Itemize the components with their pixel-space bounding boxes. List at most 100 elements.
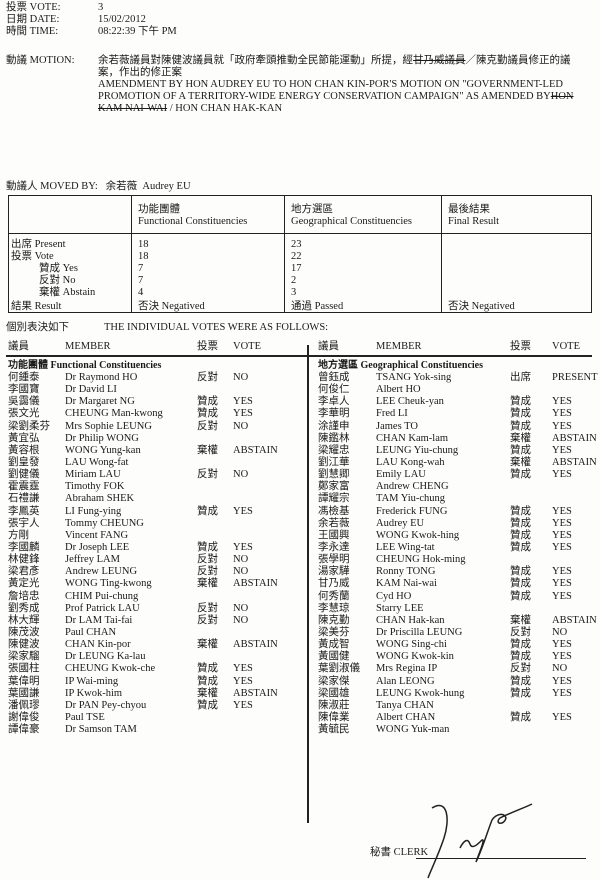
member-name: Dr LEUNG Ka-lau — [65, 651, 146, 663]
member-name: Miriam LAU — [65, 469, 121, 481]
hdr-vote-zh: 投票 — [197, 341, 218, 352]
mover-zh: 余若薇 — [105, 181, 138, 192]
member-row: 梁家騮 Dr LEUNG Ka-lau — [0, 651, 600, 663]
vote-zh: 出席 — [510, 372, 531, 383]
member-zh-name: 劉健儀 — [8, 469, 40, 481]
vote-value: YES — [233, 699, 253, 711]
date-value: 15/02/2012 — [98, 14, 146, 25]
member-name: Mrs Regina IP — [376, 663, 438, 675]
member-row: 王國興 WONG Kwok-hing 贊成 YES — [0, 530, 600, 542]
member-zh-name: 李永達 — [318, 541, 350, 553]
member-name: Dr PAN Pey-chyou — [65, 699, 147, 711]
vote-zh: 反對 — [510, 626, 531, 638]
motion-en-text: PROMOTION OF A TERRITORY-WIDE ENERGY CON… — [98, 91, 551, 102]
motion-zh-struck: 甘乃威議員 — [413, 55, 466, 66]
member-row: 陳偉業 Albert CHAN 贊成 YES — [0, 712, 600, 724]
vote-value: YES — [233, 541, 253, 553]
member-zh-name: 梁耀忠 — [318, 444, 350, 456]
member-zh-name: 陳淑莊 — [318, 699, 350, 711]
hdr-vote-right: VOTE — [552, 341, 580, 352]
member-name: Prof Patrick LAU — [65, 602, 140, 614]
fc-title: 功能團體 Functional Constituencies — [8, 360, 162, 371]
vote-zh: 贊成 — [510, 711, 531, 723]
hdr-member-zh-right: 議員 — [318, 341, 339, 352]
member-zh-name: 潘佩璆 — [8, 699, 40, 711]
member-zh-name: 劉秀成 — [8, 602, 40, 614]
vote-zh: 贊成 — [197, 505, 218, 517]
member-name: Abraham SHEK — [65, 493, 135, 505]
vote-value: YES — [233, 663, 253, 675]
member-row: 劉秀成 Prof Patrick LAU 反對 NO — [0, 603, 600, 615]
vote-zh: 贊成 — [510, 651, 531, 663]
member-row: 陳茂波 Paul CHAN — [0, 627, 600, 639]
vote-value: YES — [552, 529, 572, 541]
member-zh-name: 涂謹申 — [318, 420, 350, 432]
member-name: Tanya CHAN — [376, 699, 434, 711]
time-value: 08:22:39 下午 PM — [98, 26, 177, 37]
member-zh-name: 何秀蘭 — [318, 590, 350, 602]
member-zh-name: 梁劉柔芬 — [8, 420, 50, 432]
vote-value: YES — [552, 408, 572, 420]
vote-value: NO — [233, 469, 249, 481]
vote-zh: 贊成 — [510, 529, 531, 541]
member-row: 方剛 Vincent FANG — [0, 530, 600, 542]
summary-gc-value: 2 — [291, 275, 297, 286]
member-row: 葉偉明 IP Wai-ming 贊成 YES — [0, 676, 600, 688]
summary-row-label: 結果 Result — [11, 301, 62, 312]
member-name: Dr Raymond HO — [65, 372, 138, 383]
member-name: Albert CHAN — [376, 711, 436, 723]
member-zh-name: 張文光 — [8, 408, 40, 420]
member-zh-name: 梁美芬 — [318, 626, 350, 638]
motion-label: 動議 MOTION: — [6, 55, 75, 66]
member-name: Fred LI — [376, 408, 408, 420]
member-row: 陳淑莊 Tanya CHAN — [0, 700, 600, 712]
member-zh-name: 何鍾泰 — [8, 372, 40, 383]
member-row: 譚耀宗 TAM Yiu-chung — [0, 493, 600, 505]
member-row: 何鍾泰 Dr Raymond HO 反對 NO — [0, 372, 600, 384]
member-row: 劉慧卿 Emily LAU 贊成 YES — [0, 469, 600, 481]
member-row: 李國寶 Dr David LI — [0, 384, 600, 396]
time-label: 時間 TIME: — [6, 26, 59, 37]
motion-en-line2: PROMOTION OF A TERRITORY-WIDE ENERGY CON… — [98, 91, 574, 103]
vote-zh: 贊成 — [510, 444, 531, 456]
member-zh-name: 李鳳英 — [8, 505, 40, 517]
vote-zh: 贊成 — [510, 566, 531, 578]
member-row: 李華明 Fred LI 贊成 YES — [0, 408, 600, 420]
member-zh-name: 馮檢基 — [318, 505, 350, 517]
member-name: Alan LEONG — [376, 675, 435, 687]
member-zh-name: 李華明 — [318, 408, 350, 420]
member-zh-name: 林健鋒 — [8, 554, 40, 566]
member-name: Paul TSE — [65, 711, 105, 723]
vote-value: ABSTAIN — [552, 432, 597, 444]
vote-zh: 贊成 — [197, 663, 218, 675]
col-fc-en: Functional Constituencies — [138, 216, 248, 227]
col-gc-zh: 地方選區 — [291, 204, 333, 215]
member-name: WONG Sing-chi — [376, 639, 447, 651]
vote-zh: 棄權 — [510, 456, 531, 468]
member-name: WONG Kwok-hing — [376, 529, 460, 541]
member-zh-name: 黃成智 — [318, 639, 350, 651]
member-name: LEUNG Kwok-hung — [376, 687, 465, 699]
member-zh-name: 葉劉淑儀 — [318, 663, 360, 675]
member-zh-name: 劉皇發 — [8, 456, 40, 468]
member-row: 謝偉俊 Paul TSE — [0, 712, 600, 724]
summary-row-label: 投票 Vote — [11, 251, 54, 262]
member-row: 陳鑑林 CHAN Kam-lam 棄權 ABSTAIN — [0, 433, 600, 445]
member-name: Andrew LEUNG — [65, 566, 138, 578]
member-zh-name: 霍震霆 — [8, 481, 40, 493]
member-name: LI Fung-ying — [65, 505, 122, 517]
member-row: 余若薇 Audrey EU 贊成 YES — [0, 518, 600, 530]
member-name: Ronny TONG — [376, 566, 436, 578]
vote-zh: 贊成 — [197, 675, 218, 687]
summary-fc-value: 7 — [138, 263, 144, 274]
member-row: 黃國健 WONG Kwok-kin 贊成 YES — [0, 651, 600, 663]
member-zh-name: 李國麟 — [8, 541, 40, 553]
member-name: Cyd HO — [376, 590, 412, 602]
summary-gc-value: 22 — [291, 251, 302, 262]
member-zh-name: 陳茂波 — [8, 626, 40, 638]
motion-zh-line2: 案，作出的修正案 — [98, 67, 182, 78]
vote-zh: 反對 — [197, 372, 218, 383]
member-name: CHIM Pui-chung — [65, 590, 139, 602]
vote-value: YES — [233, 675, 253, 687]
date-label: 日期 DATE: — [6, 14, 60, 25]
